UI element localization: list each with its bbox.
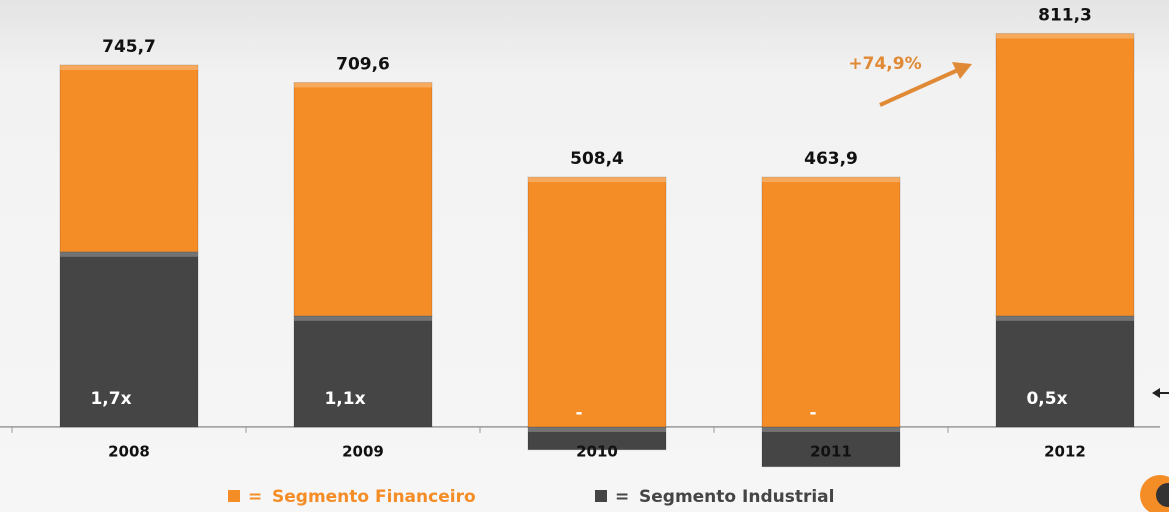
x-tick-label: 2008 [108,442,150,460]
inner-label: 1,7x [90,389,131,409]
legend-equals: = [248,487,262,507]
inner-label: 1,1x [324,389,365,409]
total-label: 463,9 [804,149,858,169]
bar-segment [761,426,901,468]
bar-bevel [294,315,432,321]
bar-segment [527,176,667,428]
bar-bevel [528,426,666,432]
legend-label: Segmento Industrial [639,487,834,507]
bar-segment [293,315,433,428]
total-label: 745,7 [102,37,156,57]
x-tick-label: 2011 [810,442,852,460]
logo-center [1156,483,1169,507]
bar-bevel [528,177,666,183]
arrow-head [1152,388,1160,398]
bar-bevel [60,251,198,257]
legend-equals: = [615,487,629,507]
inner-label: - [809,403,816,423]
inner-label: - [575,403,582,423]
bar-segment [995,315,1135,428]
annotation: +74,9% [848,54,921,74]
bar-segment [59,251,199,428]
total-label: 811,3 [1038,5,1092,25]
inner-label: 0,5x [1026,389,1067,409]
bar-segment [761,176,901,428]
total-label: 709,6 [336,54,390,74]
bar-segment [995,32,1135,317]
x-tick-label: 2010 [576,442,618,460]
x-tick-label: 2012 [1044,442,1086,460]
legend-label: Segmento Financeiro [272,487,476,507]
bar-bevel [762,426,900,432]
bar-bevel [294,82,432,88]
legend-swatch [595,490,607,502]
annotation-arrow [879,68,959,107]
bar-bevel [60,65,198,71]
annotation-arrow-head [952,62,972,79]
total-label: 508,4 [570,149,624,169]
bar-bevel [996,315,1134,321]
legend-swatch [228,490,240,502]
bar-bevel [762,177,900,183]
bar-segment [59,64,199,253]
bar-segment [293,81,433,317]
bar-bevel [996,33,1134,39]
x-tick-label: 2009 [342,442,384,460]
